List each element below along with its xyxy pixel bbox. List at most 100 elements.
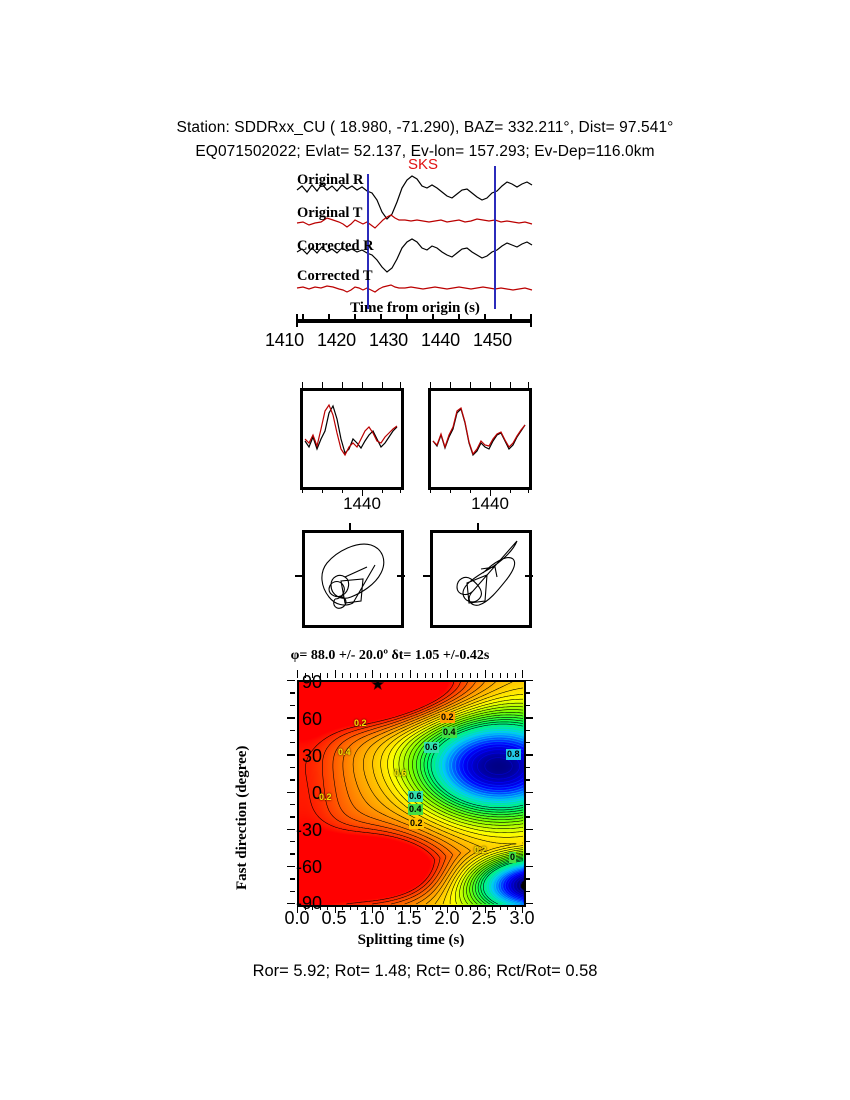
zoom-right-trace-black — [432, 407, 526, 457]
contour-ytick-mark-right-2 — [525, 704, 530, 707]
contour-lines-overlay — [305, 682, 524, 905]
contour-ytick-mark-right-5 — [525, 741, 530, 744]
time-marker-start — [367, 174, 369, 309]
contour-xtick-mark-20 — [447, 906, 449, 913]
quality-metrics-footer: Ror= 5.92; Rot= 1.48; Rct= 0.86; Rct/Rot… — [252, 962, 598, 980]
contour-xtick-mark-2 — [312, 906, 314, 910]
contour-y-axis-title: Fast direction (degree) — [216, 700, 250, 890]
contour-ytick-mark-3 — [287, 717, 295, 719]
time-tick-1450: 1450 — [473, 330, 512, 350]
contour-ytick-mark-right-3 — [525, 717, 533, 719]
hodogram-right-tick-e — [525, 575, 533, 577]
contour-xtick-mark-top-16 — [417, 673, 419, 678]
contour-x-axis-title: Splitting time (s) — [357, 932, 465, 948]
contour-label-6: 0.2 — [409, 818, 424, 829]
contour-label-1: 0.4 — [442, 727, 457, 738]
contour-xtick-mark-top-9 — [364, 673, 366, 678]
contour-xtick-mark-top-5 — [334, 670, 336, 678]
contour-xtick-mark-top-6 — [342, 673, 344, 678]
contour-ytick-mark-right-10 — [525, 803, 530, 806]
contour-ytick-mark-right-6 — [525, 754, 533, 756]
contour-label-4: 0.6 — [408, 791, 423, 802]
contour-xtick-mark-19 — [439, 906, 441, 910]
zoom-left-trace-black — [304, 404, 398, 455]
contour-ytick-mark-right-8 — [525, 779, 530, 781]
contour-ytick-60: 60 — [301, 709, 322, 729]
hodogram-right-tick-w — [423, 575, 431, 577]
contour-xtick-mark-7 — [349, 906, 351, 910]
zoom-panel-right-top-ticks — [428, 382, 532, 391]
header-line-event: EQ071502022; Evlat= 52.137, Ev-lon= 157.… — [195, 143, 655, 160]
trace-label-original-r: Original R — [297, 172, 364, 188]
contour-xtick-mark-21 — [454, 906, 456, 910]
contour-label-5: 0.4 — [408, 804, 423, 815]
hodogram-left-tick-e — [397, 575, 405, 577]
waveform-traces — [296, 175, 533, 293]
contour-ytick-mark-right-18 — [525, 903, 533, 905]
contour-xtick-mark-top-23 — [469, 673, 471, 678]
contour-ytick-mark-13 — [290, 841, 295, 843]
contour-xtick-mark-top-8 — [357, 673, 359, 678]
trace-label-corrected-r: Corrected R — [297, 238, 374, 254]
contour-xtick-mark-top-20 — [447, 670, 449, 678]
contour-xtick-mark-5 — [334, 906, 336, 913]
contour-xtick-mark-4 — [327, 906, 329, 910]
contour-xtick-mark-top-26 — [492, 673, 494, 678]
time-tick-1430: 1430 — [369, 330, 408, 350]
contour-ytick-0: 0 — [311, 783, 322, 803]
zoom-panel-right-tick-label: 1440 — [471, 494, 509, 513]
contour-xtick-mark-top-19 — [439, 673, 441, 678]
contour-xtick-0.5: 0.5 — [321, 908, 347, 928]
contour-ytick-mark-7 — [290, 766, 295, 769]
contour-label-10: 0.2 — [474, 845, 487, 855]
zoom-panel-left-bottom-ticks — [300, 487, 404, 496]
contour-xtick-mark-23 — [469, 906, 471, 910]
contour-xtick-mark-12 — [387, 906, 389, 910]
contour-xtick-mark-top-4 — [327, 673, 329, 678]
contour-label-9: 0.2 — [319, 792, 332, 802]
contour-ytick-m90: -90 — [295, 893, 322, 913]
contour-xtick-mark-14 — [402, 906, 404, 910]
best-fit-star-marker — [371, 682, 385, 691]
contour-xtick-mark-top-28 — [507, 673, 509, 678]
contour-xtick-mark-15 — [409, 906, 411, 913]
contour-ytick-90: 90 — [301, 672, 322, 692]
contour-xtick-mark-top-15 — [409, 670, 411, 678]
contour-xtick-2.0: 2.0 — [434, 908, 460, 928]
contour-label-3: 0.8 — [506, 749, 521, 760]
contour-xtick-mark-top-17 — [424, 673, 426, 678]
contour-xtick-mark-top-14 — [402, 673, 404, 678]
contour-ytick-mark-right-11 — [525, 816, 530, 818]
contour-label-7: 0.2 — [354, 718, 367, 728]
contour-ytick-mark-16 — [290, 878, 295, 880]
trace-label-original-t: Original T — [297, 205, 363, 221]
contour-xtick-mark-top-13 — [394, 673, 396, 678]
contour-label-12: 0.6 — [394, 768, 407, 778]
contour-ytick-mark-8 — [290, 779, 295, 781]
zoom-panel-right-traces — [432, 406, 526, 457]
contour-ytick-mark-18 — [287, 903, 295, 905]
contour-ytick-mark-17 — [290, 890, 295, 892]
hodogram-right-tick-n — [477, 523, 479, 531]
time-tick-1420: 1420 — [317, 330, 356, 350]
contour-xtick-mark-top-27 — [499, 673, 501, 678]
contour-ytick-mark-right-16 — [525, 878, 530, 880]
figure-header: Station: SDDRxx_CU ( 18.980, -71.290), B… — [0, 116, 850, 164]
trace-label-corrected-t: Corrected T — [297, 268, 373, 284]
contour-ytick-mark-right-14 — [525, 853, 530, 855]
contour-xtick-mark-27 — [499, 906, 501, 910]
contour-xtick-mark-6 — [342, 906, 344, 910]
contour-ytick-mark-4 — [290, 729, 295, 731]
contour-xtick-mark-13 — [394, 906, 396, 910]
zoom-right-trace-red — [432, 406, 526, 456]
contour-xtick-mark-0 — [297, 906, 299, 913]
contour-xtick-mark-29 — [514, 906, 516, 910]
contour-ytick-mark-6 — [287, 754, 295, 756]
contour-xtick-mark-top-18 — [432, 673, 434, 678]
contour-xtick-mark-top-21 — [454, 673, 456, 678]
waveform-panel: SKS Original R Original T Corrected R Co… — [285, 156, 545, 309]
time-axis-title: Time from origin (s) — [350, 300, 480, 316]
zoom-panel-right — [428, 388, 532, 490]
contour-xtick-mark-top-3 — [319, 673, 321, 678]
contour-xtick-mark-top-22 — [462, 673, 464, 678]
